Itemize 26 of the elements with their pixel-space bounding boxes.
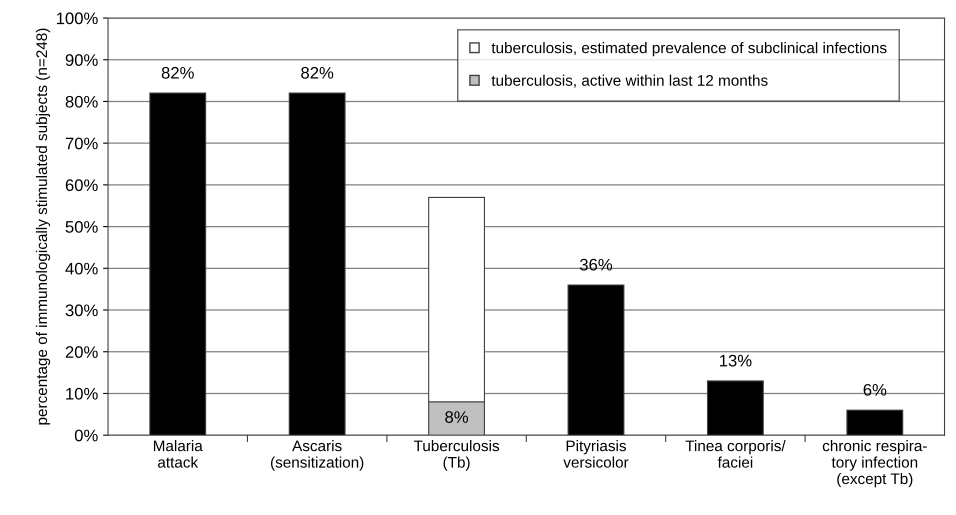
y-tick-label: 0%	[74, 430, 98, 442]
y-tick-label: 80%	[66, 96, 98, 108]
data-label: 36%	[580, 258, 612, 271]
y-tick-label: 20%	[66, 346, 98, 358]
y-tick-label: 70%	[66, 138, 98, 150]
y-tick-label: 100%	[56, 12, 98, 24]
legend-label: tuberculosis, active within last 12 months	[492, 74, 768, 88]
x-tick-label: Tuberculosis (Tb)	[414, 440, 500, 471]
data-label: 8%	[445, 411, 468, 423]
data-label: 13%	[720, 354, 752, 367]
data-label: 82%	[162, 66, 194, 79]
y-tick-label: 10%	[66, 388, 98, 400]
x-tick-label: Malaria attack	[154, 440, 203, 468]
y-tick-label: 50%	[66, 221, 98, 233]
data-label: 82%	[301, 66, 334, 79]
x-tick-label: Pityriasis versicolor	[563, 440, 628, 468]
y-tick-label: 90%	[66, 54, 98, 66]
y-tick-label: 60%	[66, 179, 98, 192]
x-tick-label: chronic respira- tory infection (except Tb)	[822, 440, 927, 488]
y-tick-label: 30%	[66, 304, 98, 316]
x-tick-label: Tinea corporis/ faciei	[686, 440, 786, 468]
y-tick-label: 40%	[65, 262, 98, 275]
y-axis-title: percentage of immunologically stimulated subjects (n=248)	[36, 28, 50, 425]
legend-label: tuberculosis, estimated prevalence of subclinical infections	[492, 42, 886, 56]
data-label: 6%	[864, 384, 886, 396]
x-tick-label: Ascaris (sensitization)	[270, 440, 364, 471]
